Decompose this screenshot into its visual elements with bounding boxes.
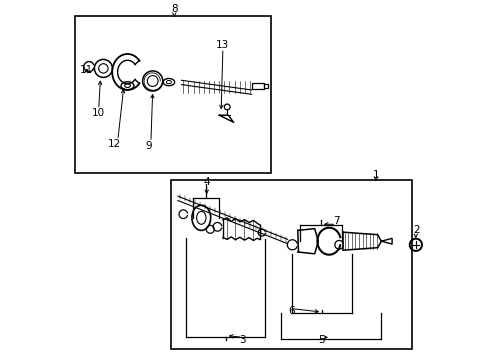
Text: 11: 11 (80, 65, 93, 75)
Text: 12: 12 (108, 139, 122, 149)
Text: 2: 2 (412, 225, 419, 235)
Text: 7: 7 (332, 216, 339, 226)
Text: 1: 1 (372, 170, 378, 180)
Text: 6: 6 (287, 306, 294, 316)
Bar (263, 84, 267, 88)
Bar (251, 83, 264, 89)
Text: 8: 8 (171, 4, 177, 14)
Bar (170, 180, 411, 349)
Text: 13: 13 (216, 40, 229, 50)
Text: 9: 9 (145, 141, 152, 151)
Text: 3: 3 (239, 335, 245, 345)
Text: 4: 4 (203, 177, 209, 187)
Text: 5: 5 (318, 335, 325, 345)
Bar (75, 16, 271, 173)
Text: 10: 10 (92, 108, 105, 118)
